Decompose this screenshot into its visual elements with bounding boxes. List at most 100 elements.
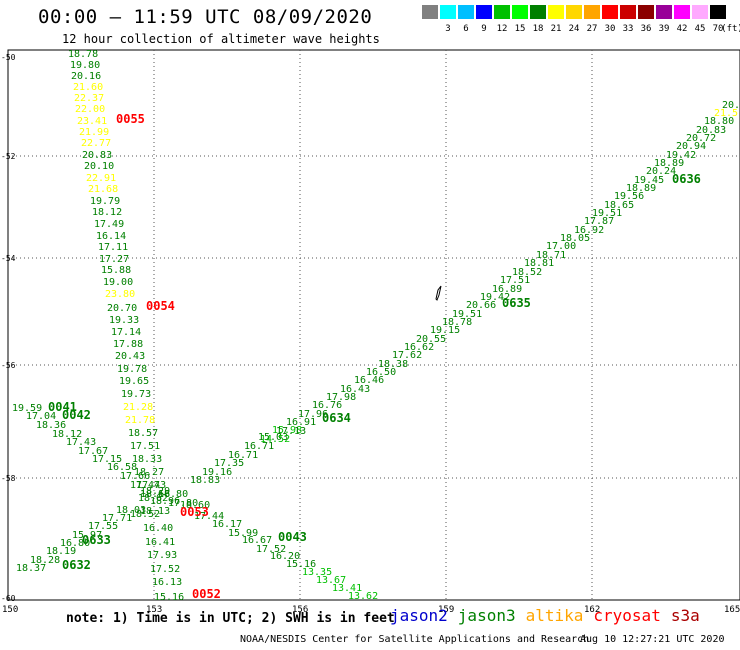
wave-height-value: 19.51	[452, 309, 482, 320]
wave-height-value: 20.72	[686, 133, 716, 144]
color-tick-label: 18	[532, 24, 544, 34]
pass-time-label: 0632	[62, 558, 91, 572]
pass-time-label: 0633	[82, 533, 111, 547]
wave-height-value: 17.96	[298, 409, 328, 420]
wave-height-value: 15.16	[286, 559, 316, 570]
wave-height-value: 20.66	[466, 300, 496, 311]
color-swatch	[530, 5, 546, 19]
wave-height-value: 19.56	[614, 191, 644, 202]
pass-time-label: 0043	[278, 530, 307, 544]
wave-height-value: 19.42	[666, 150, 696, 161]
credit-line: NOAA/NESDIS Center for Satellite Applica…	[240, 634, 590, 645]
wave-height-value: 17.51	[500, 275, 530, 286]
pass-time-label: 0053	[180, 505, 209, 519]
wave-height-value: 16.17	[212, 519, 242, 530]
latitude-labels: -50 -52 -54 -56 -58 -60	[1, 53, 16, 603]
wave-height-value: 15.88	[101, 265, 131, 276]
wave-height-value: 19.59	[12, 403, 42, 414]
satellite-legend-item: jason3	[457, 606, 516, 625]
generated-timestamp: Aug 10 12:27:21 UTC 2020	[580, 634, 725, 645]
color-swatch	[566, 5, 582, 19]
wave-height-value: 17.55	[88, 521, 118, 532]
color-swatch	[674, 5, 690, 19]
wave-height-value: 18.03	[116, 505, 146, 516]
color-tick-label: 42	[676, 24, 688, 34]
wave-height-value: 19.73	[121, 389, 151, 400]
lon-label: 159	[438, 605, 454, 615]
wave-height-value: 18.37	[16, 563, 46, 574]
wave-height-value: 18.27	[134, 467, 164, 478]
color-swatch	[494, 5, 510, 19]
wave-height-value: 19.00	[103, 277, 133, 288]
color-swatch	[458, 5, 474, 19]
wave-height-value: 23.41	[77, 116, 107, 127]
color-swatch	[602, 5, 618, 19]
wave-height-value: 16.50	[366, 367, 396, 378]
color-tick-label: 27	[586, 24, 598, 34]
color-tick-label: 15	[514, 24, 526, 34]
wave-height-value: 16.20	[270, 551, 300, 562]
pass-time-label: 0634	[322, 411, 351, 425]
color-swatch	[476, 5, 492, 19]
wave-height-value: 19.80	[70, 60, 100, 71]
wave-height-value: 18.13	[140, 506, 170, 517]
color-swatch	[584, 5, 600, 19]
wave-height-value: 17.87	[584, 216, 614, 227]
wave-height-value: 17.52	[150, 564, 180, 575]
lat-label: -54	[1, 254, 16, 263]
wave-height-value: 18.60	[180, 500, 210, 511]
wave-height-value: 21.28	[123, 402, 153, 413]
wave-height-value: 16.41	[145, 537, 175, 548]
wave-height-value: 16.46	[354, 375, 384, 386]
wave-height-value: 18.78	[68, 49, 98, 60]
wave-height-value: 17.93	[147, 550, 177, 561]
page-title: 00:00 – 11:59 UTC 08/09/2020	[38, 6, 373, 28]
color-tick-label: 9	[481, 24, 487, 34]
wave-height-value: 21.99	[79, 127, 109, 138]
wave-height-value: 18.65	[604, 200, 634, 211]
wave-height-value: 14.52	[260, 434, 290, 445]
pass-time-label: 0636	[672, 172, 701, 186]
satellite-legend: jason2 jason3 altika cryosat s3a	[390, 606, 710, 625]
footnote: note: 1) Time is in UTC; 2) SWH is in fe…	[66, 611, 395, 626]
wave-height-value: 15.98	[272, 425, 302, 436]
wave-height-value: 17.11	[98, 242, 128, 253]
wave-height-value: 16.62	[404, 342, 434, 353]
color-tick-label: 45	[694, 24, 706, 34]
wave-height-value: 20.24	[646, 166, 676, 177]
wave-height-value: 17.00	[546, 241, 576, 252]
wave-height-value: 16.14	[96, 231, 126, 242]
lat-label: -56	[1, 361, 16, 370]
satellite-legend-item: altika	[525, 606, 584, 625]
wave-height-value: 16.71	[228, 450, 258, 461]
wave-height-value: 19.42	[480, 292, 510, 303]
wave-height-value: 17.51	[130, 441, 160, 452]
wave-height-value: 21.60	[73, 82, 103, 93]
color-tick-label: 33	[622, 24, 634, 34]
wave-height-value: 13.35	[302, 567, 332, 578]
satellite-legend-item: jason2	[390, 606, 448, 625]
wave-height-value: 17.14	[111, 327, 141, 338]
wave-height-value: 16.58	[107, 462, 137, 473]
island-coastline	[435, 285, 442, 301]
satellite-legend-item: s3a	[670, 606, 700, 625]
wave-height-value: 18.80	[704, 116, 734, 127]
pass-time-label: 0052	[192, 587, 221, 601]
color-tick-label: 6	[463, 24, 469, 34]
wave-height-value: 18.36	[36, 420, 66, 431]
wave-height-value: 18.05	[560, 233, 590, 244]
wave-height-value: 17.52	[256, 544, 286, 555]
wave-height-value: 19.65	[119, 376, 149, 387]
wave-height-value: 16.40	[143, 523, 173, 534]
color-swatch	[638, 5, 654, 19]
wave-height-value: 16.91	[286, 417, 316, 428]
color-swatch	[692, 5, 708, 19]
wave-height-value: 16.71	[244, 441, 274, 452]
color-swatch	[440, 5, 456, 19]
wave-height-value: 17.66	[120, 471, 150, 482]
lat-label: -58	[1, 474, 16, 483]
color-swatch	[710, 5, 726, 19]
wave-height-value: 20.43	[115, 351, 145, 362]
wave-height-value: 20.94	[676, 141, 706, 152]
wave-height-value: 15.99	[228, 528, 258, 539]
